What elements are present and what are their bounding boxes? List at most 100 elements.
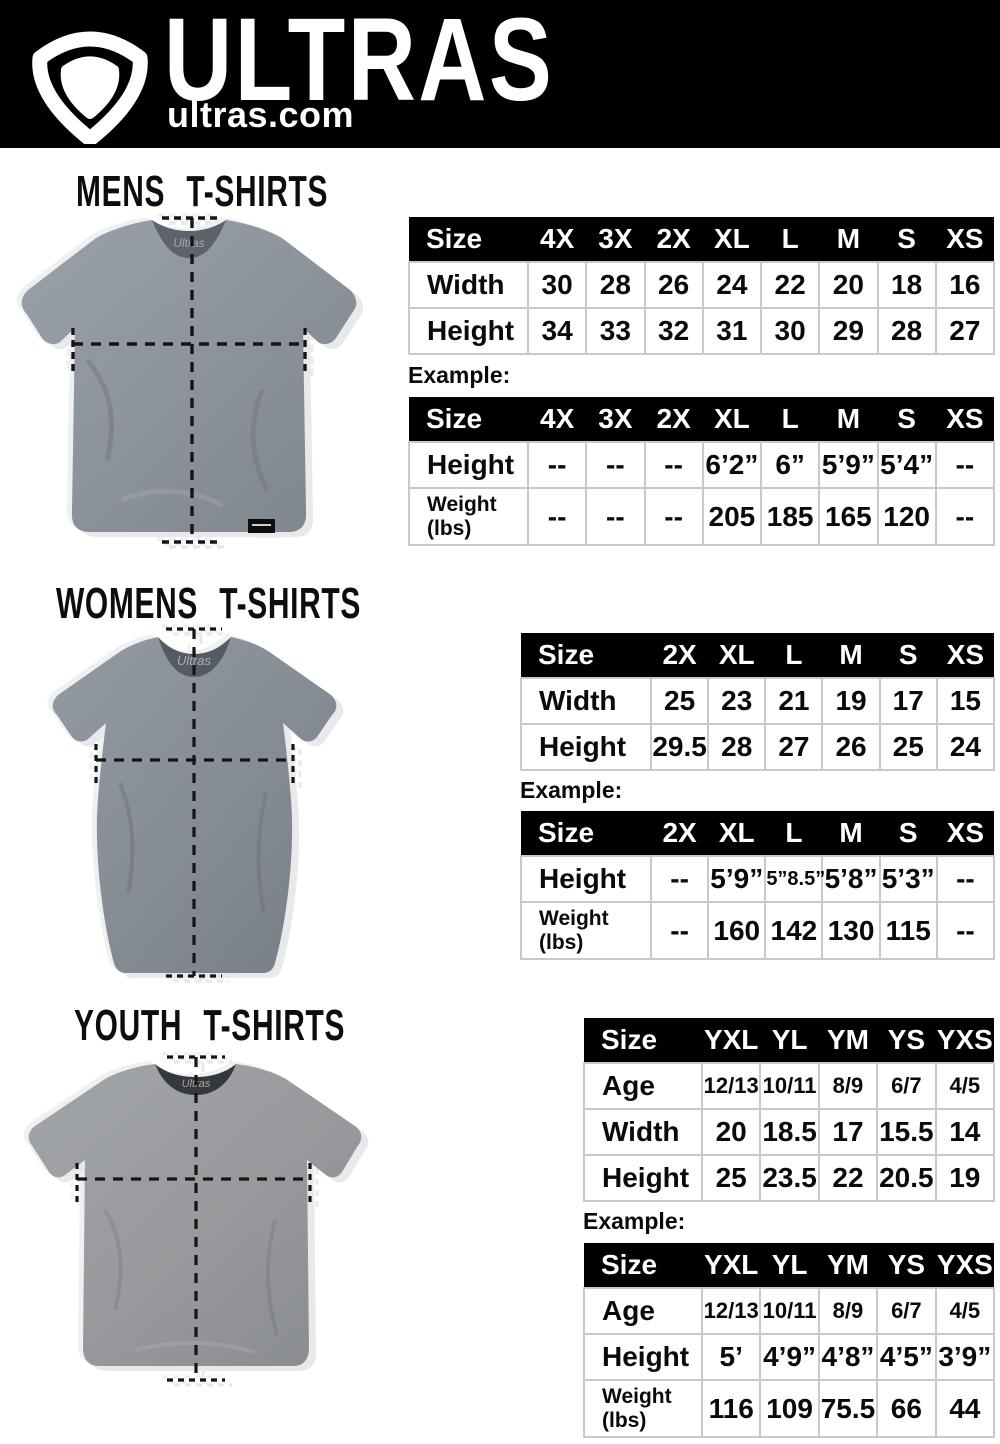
value-cell: 4/5 <box>934 1062 996 1110</box>
size-column-header: YM <box>818 1018 878 1063</box>
value-cell: 160 <box>707 901 767 960</box>
youth-example-table: Size YXL YL YM YS YXS Age 12/13 10/11 8/9 6/7 4/5 He… <box>583 1243 996 1438</box>
table-row: Width 20 18.5 17 15.5 14 <box>583 1108 996 1156</box>
table-header-row: Size 2X XL L M S XS <box>521 811 994 856</box>
table-row: Height -- 5’9” 5”8.5” 5’8” 5’3” -- <box>520 855 996 903</box>
value-cell: 26 <box>821 723 881 771</box>
womens-section-title: WOMENS T-SHIRTS <box>56 579 362 628</box>
size-column-header: S <box>879 633 937 678</box>
size-column-header: 2X <box>651 811 709 856</box>
value-cell: 6” <box>759 441 821 489</box>
value-cell: 29 <box>818 307 879 355</box>
row-label: Height <box>520 723 652 771</box>
value-cell: 17 <box>878 677 938 725</box>
size-column-header: 4X <box>528 397 587 442</box>
value-cell: 25 <box>700 1154 762 1202</box>
value-cell: 19 <box>934 1154 996 1202</box>
value-cell: -- <box>585 441 646 489</box>
table-row: Age 12/13 10/11 8/9 6/7 4/5 <box>583 1062 996 1110</box>
value-cell: -- <box>585 487 646 546</box>
size-column-header: YXL <box>702 1018 761 1063</box>
pentagon-shield-icon <box>32 31 148 144</box>
size-column-header: XL <box>702 397 761 442</box>
value-cell: 6/7 <box>876 1062 937 1110</box>
youth-size-table: Size YXL YL YM YS YXS Age 12/13 10/11 8/9 6/7 4/5 Wi… <box>583 1018 996 1202</box>
value-cell: 115 <box>878 901 938 960</box>
value-cell: -- <box>934 441 996 489</box>
value-cell: 28 <box>707 723 767 771</box>
value-cell: 22 <box>817 1154 879 1202</box>
value-cell: 10/11 <box>759 1287 820 1335</box>
value-cell: 28 <box>876 307 937 355</box>
womens-size-table: Size 2X XL L M S XS Width 25 23 21 19 17 15 Height 29.5… <box>520 633 996 771</box>
value-cell: 5’9” <box>707 855 767 903</box>
row-label: Height <box>583 1333 703 1381</box>
value-cell: 27 <box>934 307 996 355</box>
table-row: Weight (lbs) 116 109 75.5 66 44 <box>583 1379 996 1438</box>
table-row: Height 25 23.5 22 20.5 19 <box>583 1154 996 1202</box>
row-label: Height <box>583 1154 703 1202</box>
size-header-label: Size <box>521 811 651 856</box>
value-cell: 8/9 <box>817 1287 879 1335</box>
size-column-header: XS <box>936 811 994 856</box>
womens-example-label: Example: <box>520 777 623 803</box>
value-cell: 26 <box>643 261 704 309</box>
youth-shirt-shape: Ultras <box>28 1064 362 1366</box>
value-cell: 19 <box>821 677 881 725</box>
table-row: Height -- -- -- 6’2” 6” 5’9” 5’4” -- <box>408 441 996 489</box>
size-column-header: YM <box>818 1243 878 1288</box>
mens-section-title: MENS T-SHIRTS <box>76 167 329 216</box>
measurement-lines <box>94 627 295 978</box>
value-cell: 130 <box>821 901 881 960</box>
value-cell: -- <box>935 901 996 960</box>
value-cell: -- <box>935 855 996 903</box>
size-column-header: XS <box>936 633 994 678</box>
value-cell: 205 <box>701 487 763 546</box>
value-cell: 185 <box>759 487 821 546</box>
mens-size-table: Size 4X 3X 2X XL L M S XS Width 30 28 26 24 22 20 18 16 He… <box>408 217 996 355</box>
value-cell: 14 <box>934 1108 996 1156</box>
value-cell: 30 <box>759 307 821 355</box>
value-cell: 17 <box>817 1108 879 1156</box>
table-row: Weight (lbs) -- 160 142 130 115 -- <box>520 901 996 960</box>
size-header-label: Size <box>409 397 528 442</box>
size-column-header: S <box>877 397 936 442</box>
value-cell: 28 <box>585 261 646 309</box>
value-cell: 29.5 <box>649 723 710 771</box>
size-column-header: 3X <box>586 217 645 262</box>
value-cell: -- <box>526 487 588 546</box>
size-column-header: YXL <box>702 1243 761 1288</box>
value-cell: 3’9” <box>934 1333 996 1381</box>
measurement-lines <box>71 216 307 544</box>
size-column-header: S <box>877 217 936 262</box>
mens-example-table: Size 4X 3X 2X XL L M S XS Height -- -- -- 6’2” 6” 5’9” 5… <box>408 397 996 546</box>
value-cell: 18 <box>876 261 937 309</box>
row-label: Weight (lbs) <box>408 487 529 546</box>
value-cell: 6/7 <box>876 1287 937 1335</box>
value-cell: 120 <box>876 487 937 546</box>
size-column-header: M <box>822 811 880 856</box>
value-cell: 116 <box>700 1379 762 1438</box>
value-cell: 25 <box>878 723 938 771</box>
row-label: Height <box>520 855 652 903</box>
value-cell: 23.5 <box>759 1154 820 1202</box>
value-cell: 75.5 <box>817 1379 879 1438</box>
value-cell: 23 <box>707 677 767 725</box>
value-cell: 5’8” <box>821 855 881 903</box>
row-label: Age <box>583 1062 703 1110</box>
value-cell: 34 <box>526 307 588 355</box>
value-cell: -- <box>643 441 704 489</box>
row-label: Age <box>583 1287 703 1335</box>
table-header-row: Size YXL YL YM YS YXS <box>584 1243 994 1288</box>
womens-tshirt-image: Ultras <box>40 623 350 981</box>
size-column-header: YXS <box>935 1243 994 1288</box>
row-label: Width <box>408 261 529 309</box>
size-column-header: 2X <box>644 397 703 442</box>
table-row: Height 29.5 28 27 26 25 24 <box>520 723 996 771</box>
size-header-label: Size <box>409 217 528 262</box>
value-cell: 4’5” <box>876 1333 937 1381</box>
value-cell: 6’2” <box>701 441 763 489</box>
table-header-row: Size 4X 3X 2X XL L M S XS <box>409 217 994 262</box>
value-cell: 66 <box>876 1379 937 1438</box>
youth-tshirt-image: Ultras <box>15 1050 365 1385</box>
